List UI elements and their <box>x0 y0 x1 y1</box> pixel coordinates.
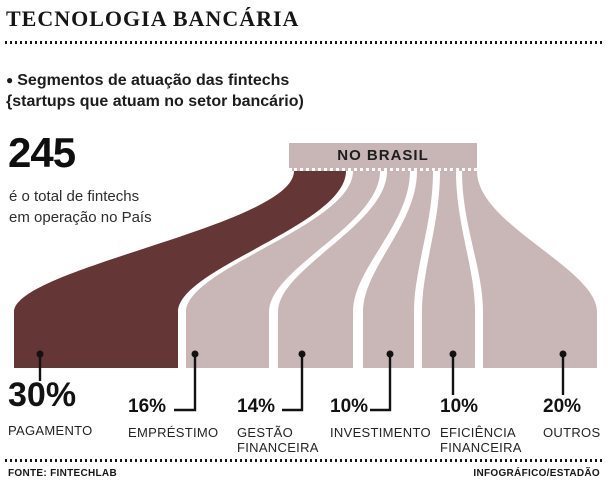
leader-line-gestao <box>282 354 304 412</box>
flow-investimento <box>363 171 433 368</box>
total-fintechs-caption: é o total de fintechs em operação no Paí… <box>9 188 152 226</box>
anchor-dot-investimento <box>386 350 394 358</box>
title-divider <box>5 41 602 44</box>
anchor-dot-emprestimo <box>191 350 199 358</box>
anchor-dot-pagamento <box>36 350 44 358</box>
leader-line-emprestimo <box>174 354 197 412</box>
anchor-dot-outros <box>559 350 567 358</box>
flow-pagamento <box>14 171 346 368</box>
flow-gestao <box>278 171 410 368</box>
subtitle-line1: ● Segmentos de atuação das fintechs <box>6 72 290 89</box>
region-header-box: NO BRASIL <box>289 143 477 171</box>
leader-line-investimento <box>370 354 392 412</box>
subtitle-line2: {startups que atuam no setor bancário) <box>6 93 304 110</box>
footer-divider <box>5 459 602 462</box>
flow-emprestimo <box>186 171 380 368</box>
page-title: TECNOLOGIA BANCÁRIA <box>6 6 300 31</box>
anchor-dot-eficiencia <box>449 350 457 358</box>
flow-outros <box>462 171 597 368</box>
total-fintechs-number: 245 <box>8 129 76 176</box>
source-credit: FONTE: FINTECHLAB <box>8 468 117 479</box>
chart-subtitle: ● Segmentos de atuação das fintechs {star… <box>6 70 304 112</box>
anchor-dot-gestao <box>298 350 306 358</box>
bullet-icon: ● <box>6 73 14 87</box>
flow-eficiencia <box>422 171 475 368</box>
infographic-credit: INFOGRÁFICO/ESTADÃO <box>473 468 600 479</box>
